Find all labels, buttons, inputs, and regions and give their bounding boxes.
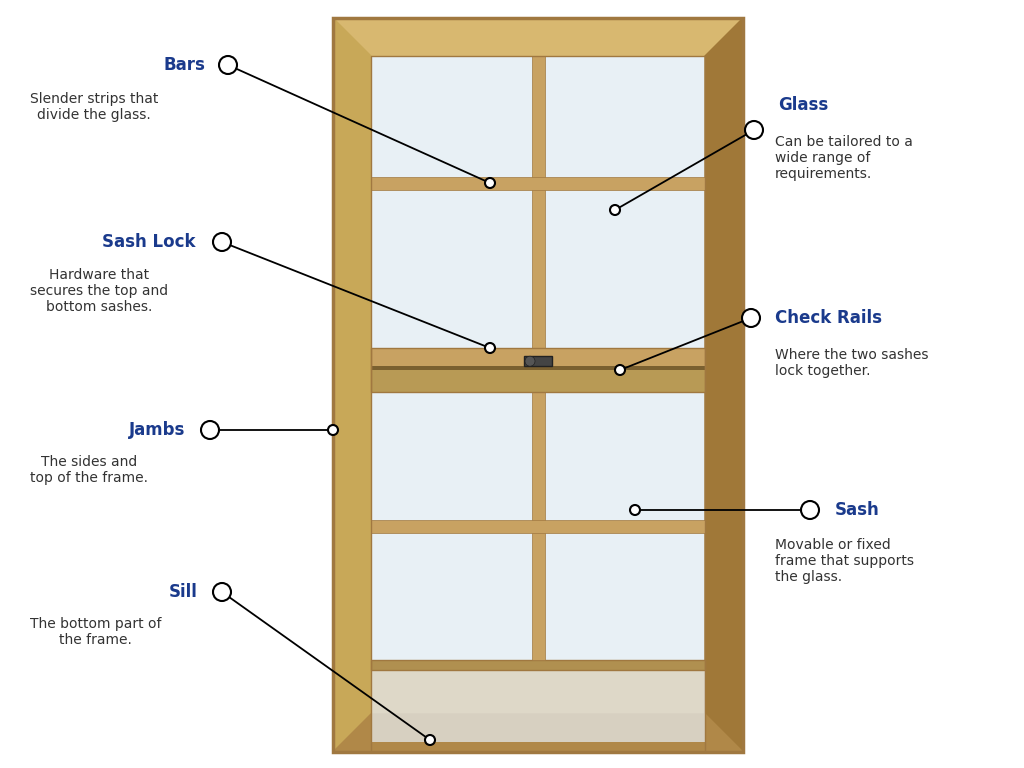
Bar — [371, 660, 705, 670]
Circle shape — [630, 505, 640, 515]
Text: Slender strips that
divide the glass.: Slender strips that divide the glass. — [30, 92, 159, 122]
Bar — [371, 368, 705, 392]
Text: Sash: Sash — [835, 501, 880, 519]
Bar — [532, 56, 545, 348]
Bar — [333, 18, 743, 752]
Circle shape — [801, 501, 819, 519]
Circle shape — [201, 421, 219, 439]
Text: Hardware that
secures the top and
bottom sashes.: Hardware that secures the top and bottom… — [30, 268, 168, 314]
Text: Can be tailored to a
wide range of
requirements.: Can be tailored to a wide range of requi… — [775, 135, 912, 181]
Circle shape — [742, 309, 760, 327]
Bar — [524, 356, 552, 366]
Text: Sill: Sill — [169, 583, 198, 601]
Circle shape — [615, 365, 625, 375]
Text: Jambs: Jambs — [129, 421, 185, 439]
Bar — [333, 18, 743, 752]
Text: Glass: Glass — [778, 96, 828, 114]
Text: Where the two sashes
lock together.: Where the two sashes lock together. — [775, 348, 929, 378]
Bar — [371, 670, 705, 742]
Circle shape — [485, 178, 495, 188]
Circle shape — [525, 356, 535, 366]
Circle shape — [610, 205, 620, 215]
Circle shape — [219, 56, 237, 74]
Circle shape — [745, 121, 763, 139]
Text: Check Rails: Check Rails — [775, 309, 882, 327]
Circle shape — [213, 233, 231, 251]
Polygon shape — [333, 18, 743, 56]
Circle shape — [213, 583, 231, 601]
Bar — [371, 348, 705, 368]
Bar — [371, 177, 705, 190]
Bar — [371, 56, 705, 660]
Text: The sides and
top of the frame.: The sides and top of the frame. — [30, 455, 148, 485]
Text: Movable or fixed
frame that supports
the glass.: Movable or fixed frame that supports the… — [775, 538, 914, 584]
Bar — [371, 348, 705, 392]
Text: The bottom part of
the frame.: The bottom part of the frame. — [30, 617, 162, 647]
Text: Bars: Bars — [163, 56, 205, 74]
Bar — [371, 366, 705, 370]
Bar — [371, 56, 705, 752]
Bar — [532, 392, 545, 660]
Circle shape — [328, 425, 338, 435]
Text: Sash Lock: Sash Lock — [102, 233, 196, 251]
Polygon shape — [705, 18, 743, 752]
Polygon shape — [333, 18, 371, 752]
Bar — [371, 520, 705, 533]
Circle shape — [485, 343, 495, 353]
Circle shape — [425, 735, 435, 745]
Polygon shape — [333, 714, 743, 752]
